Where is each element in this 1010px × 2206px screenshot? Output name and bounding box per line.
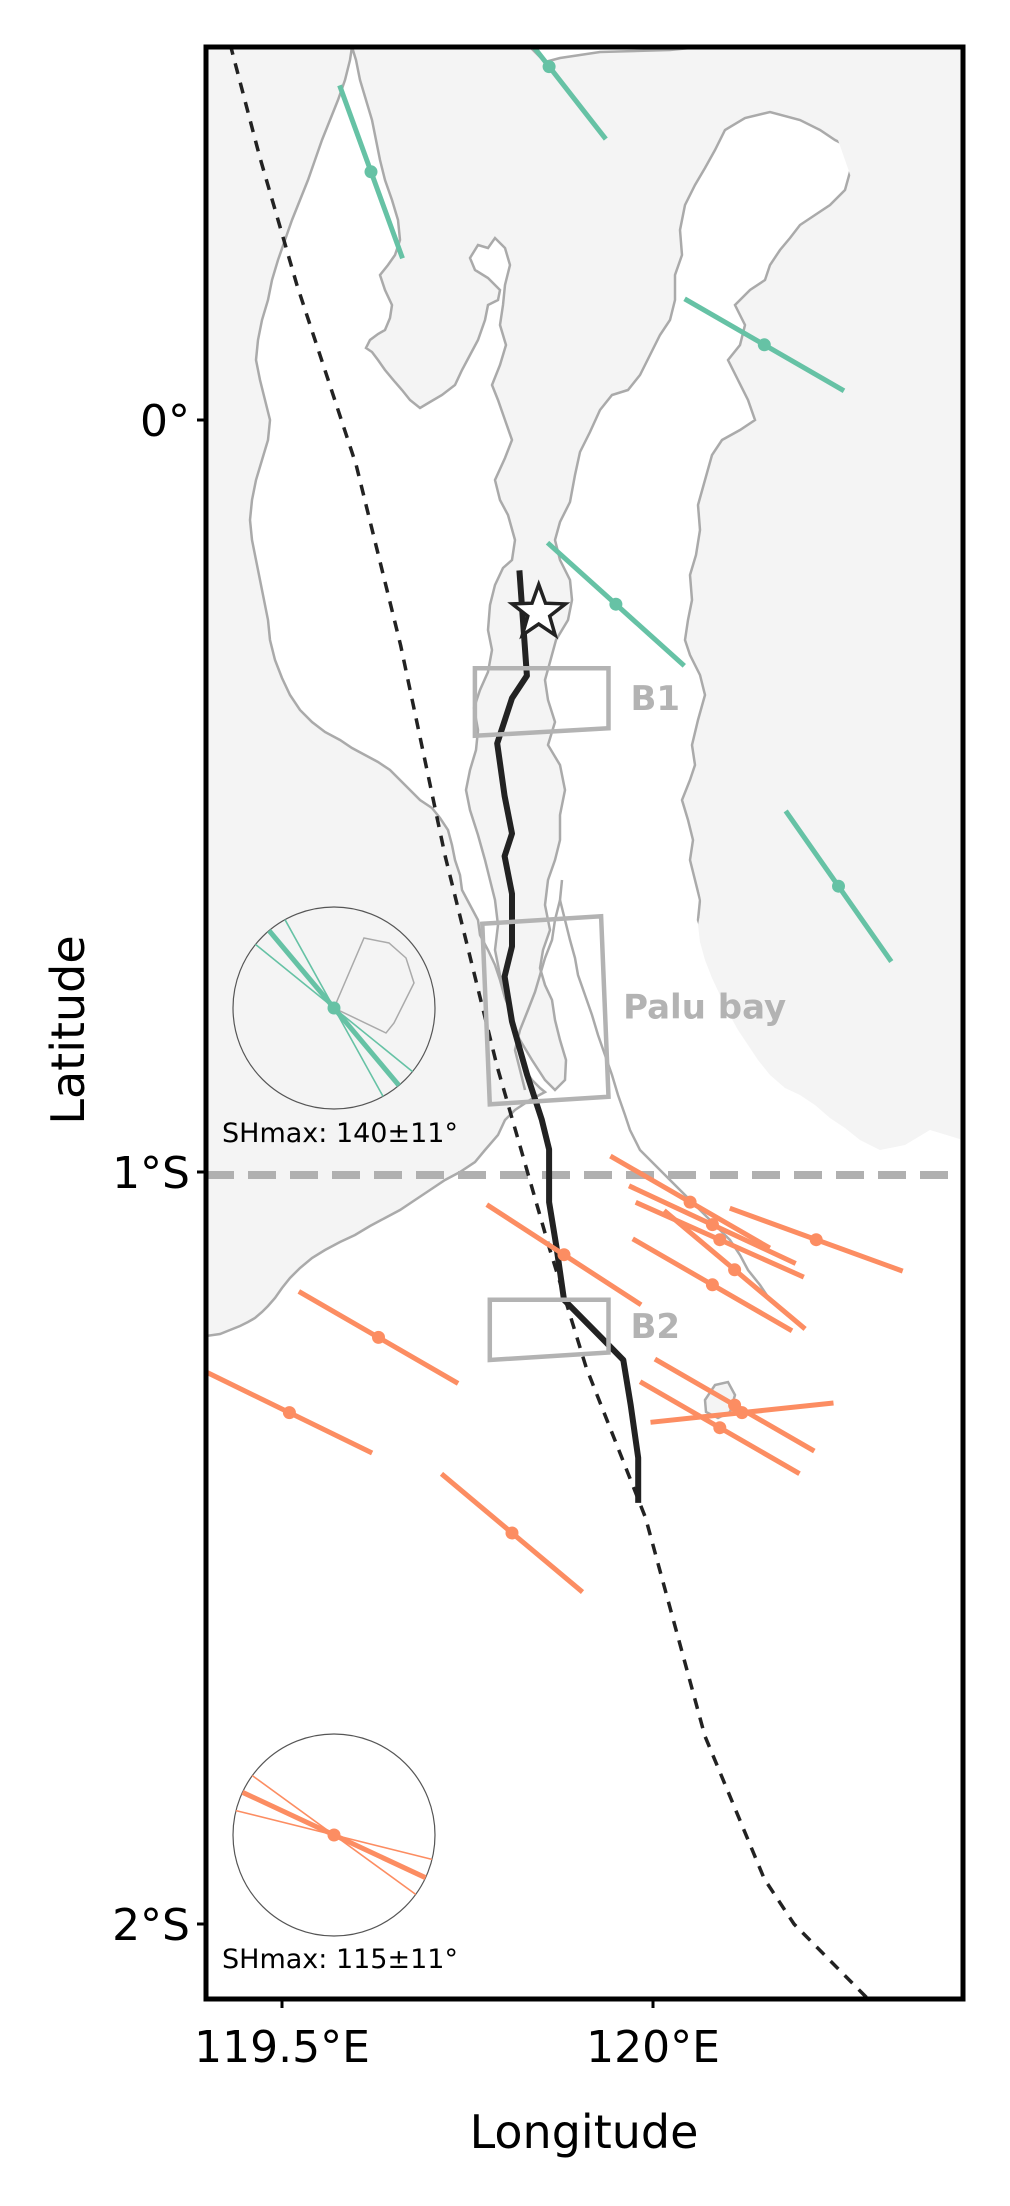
rose-center-dot (327, 1828, 341, 1842)
y-axis-title: Latitude (41, 935, 95, 1124)
land-southwest-arm (206, 47, 548, 1338)
stick-dot-south-7 (705, 1278, 719, 1292)
x-axis-title: Longitude (470, 2105, 699, 2159)
rose-coast-detail (333, 937, 415, 1034)
y-tick-label-1: 1°S (112, 1148, 190, 1199)
stick-dot-north-4 (832, 879, 845, 893)
box-label-1: Palu bay (623, 988, 786, 1028)
stick-dot-south-0 (372, 1330, 385, 1344)
landmass (206, 47, 963, 1420)
rose-diagram-south (232, 1733, 436, 1937)
box-2 (487, 1297, 611, 1363)
stick-dot-south-1 (282, 1406, 296, 1420)
land-east-mainland (695, 50, 963, 1150)
coast-bay-inner (513, 879, 564, 1091)
rose-center-dot (327, 1001, 341, 1015)
stick-dot-south-3 (557, 1248, 571, 1262)
rose-label-south: SHmax: 115±11° (222, 1944, 458, 1975)
box-label-2: B2 (631, 1307, 681, 1347)
y-tick-label-2: 2°S (112, 1900, 190, 1951)
x-tick-label-0: 119.5°E (194, 2022, 370, 2073)
rupture-trace (494, 570, 642, 1503)
x-tick-label-1: 120°E (586, 2022, 720, 2073)
study-boxes: B1 Palu bay B2 (472, 665, 786, 1363)
box-0 (472, 665, 611, 739)
stick-dot-north-1 (364, 165, 378, 179)
stick-dot-south-11 (713, 1421, 727, 1435)
y-tick-label-0: 0° (140, 396, 190, 447)
stick-dot-south-10 (735, 1406, 749, 1420)
stick-dot-north-0 (542, 60, 556, 74)
rose-circle (232, 906, 436, 1110)
stick-dot-south-2 (505, 1526, 519, 1540)
stick-dot-north-3 (609, 597, 623, 611)
stick-dot-south-4 (683, 1195, 697, 1209)
box-1 (479, 913, 611, 1107)
stick-dot-south-5 (705, 1218, 719, 1232)
stick-dot-south-12 (809, 1233, 823, 1247)
plot-area: B1 Palu bay B2 (206, 47, 963, 1999)
rose-label-north: SHmax: 140±11° (222, 1118, 458, 1149)
rose-circle (232, 1733, 436, 1937)
stick-dot-south-8 (728, 1263, 742, 1277)
stick-dot-north-2 (757, 338, 771, 352)
fault-dashed (229, 47, 870, 1999)
shmax-sticks (206, 47, 904, 1595)
epicenter-star-icon (507, 579, 571, 640)
stick-dot-south-6 (713, 1233, 727, 1247)
rose-diagram-north (232, 906, 436, 1110)
axis-ticks (197, 418, 655, 2008)
plot-frame (203, 44, 966, 2002)
box-label-0: B1 (631, 679, 681, 719)
